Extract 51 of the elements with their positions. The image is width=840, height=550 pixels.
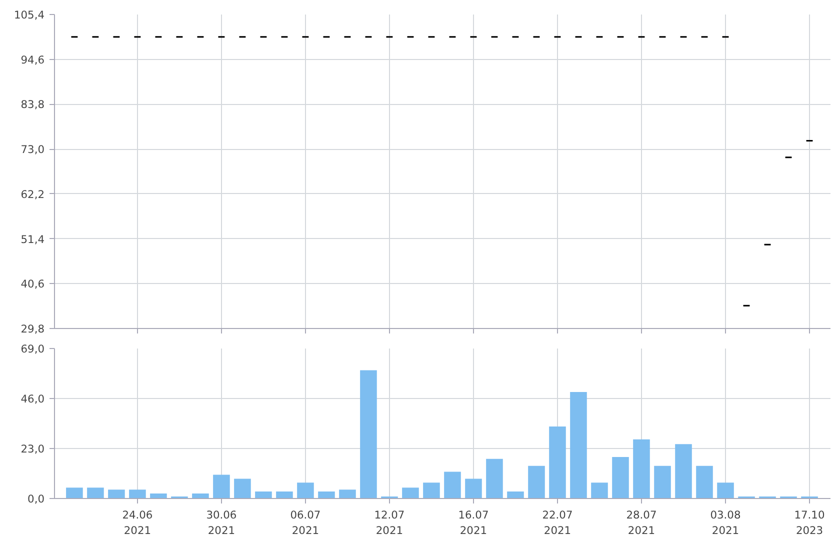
bar	[213, 474, 230, 498]
x-tick-label: 06.07 2021	[290, 508, 321, 538]
bar	[675, 444, 692, 498]
x-tick-label: 12.07 2021	[374, 508, 405, 538]
y-tick-label: 83,8	[20, 98, 45, 112]
bar	[402, 488, 419, 498]
y-tick-label: 62,2	[20, 188, 45, 201]
y-tick-label: 73,0	[20, 143, 45, 156]
bar	[444, 472, 461, 498]
y-tick-label: 94,6	[20, 53, 45, 66]
y-tick-label: 40,6	[20, 278, 45, 291]
x-tick-label: 22.07 2021	[542, 508, 573, 538]
bar	[297, 482, 314, 498]
bar	[591, 482, 608, 498]
bar	[423, 482, 440, 498]
bar	[486, 458, 503, 498]
bar	[108, 490, 125, 498]
bar	[234, 478, 251, 498]
bar	[696, 466, 713, 498]
y-tick-label: 23,0	[20, 442, 45, 456]
bar	[507, 492, 524, 498]
x-tick-label: 03.08 2021	[710, 508, 741, 538]
bar	[360, 370, 377, 498]
y-tick-label: 69,0	[20, 342, 45, 356]
bar	[129, 490, 146, 498]
bar	[276, 492, 293, 498]
y-tick-label: 29,8	[20, 322, 45, 336]
y-tick-label: 0,0	[28, 492, 45, 506]
bar	[654, 466, 671, 498]
bar	[612, 456, 629, 498]
x-tick-label: 17.10 2023	[794, 508, 825, 538]
bar	[192, 494, 209, 498]
bar	[549, 426, 566, 498]
y-tick-label: 105,4	[14, 8, 45, 22]
bar	[633, 439, 650, 498]
y-tick-label: 51,4	[20, 232, 45, 246]
x-tick-label: 30.06 2021	[206, 508, 237, 538]
bar	[66, 488, 83, 498]
x-tick-label: 24.06 2021	[122, 508, 153, 538]
bar	[528, 466, 545, 498]
bar	[570, 392, 587, 498]
bar	[717, 482, 734, 498]
bar	[465, 478, 482, 498]
bar	[150, 494, 167, 498]
bar	[339, 490, 356, 498]
bar	[87, 488, 104, 498]
x-tick-label: 16.07 2021	[458, 508, 489, 538]
bar	[318, 492, 335, 498]
bar	[255, 492, 272, 498]
x-tick-label: 28.07 2021	[626, 508, 657, 538]
y-tick-label: 46,0	[20, 392, 45, 406]
